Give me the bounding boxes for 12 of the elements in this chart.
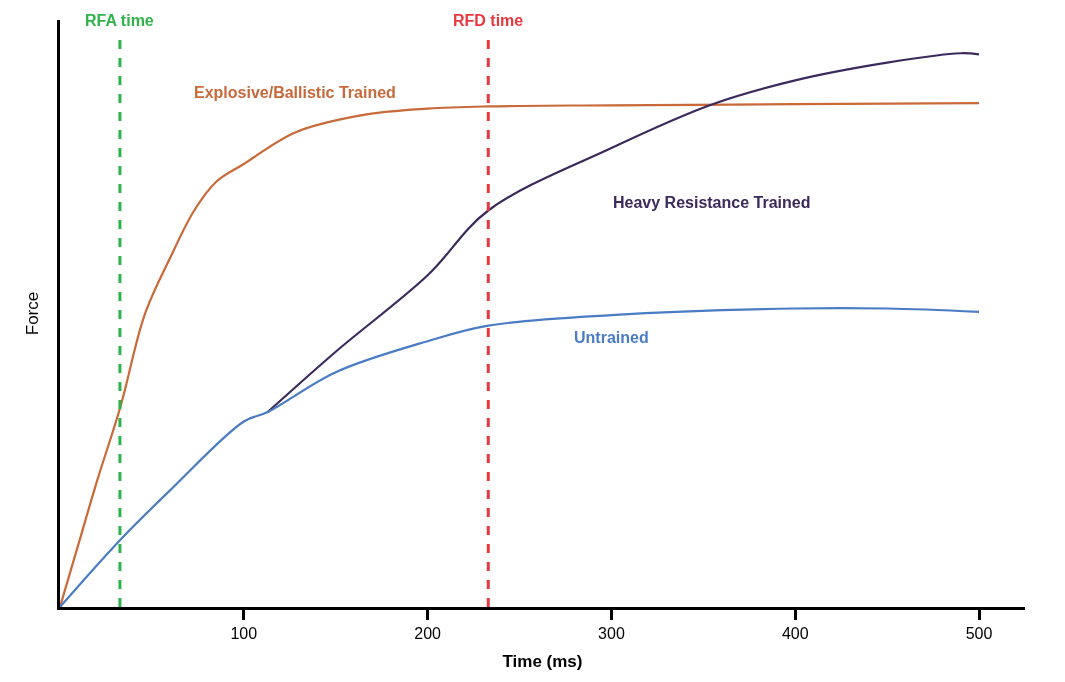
x-axis-title: Time (ms)	[502, 652, 583, 672]
x-tick-label: 200	[414, 624, 442, 642]
y-axis-title: Force	[22, 291, 42, 336]
x-tick-label: 100	[230, 624, 258, 642]
series-label: Untrained	[574, 329, 649, 346]
x-tick-label: 300	[598, 624, 625, 642]
text: Heavy Resistance Trained	[613, 194, 811, 211]
ref-line-label: RFA time	[85, 12, 154, 29]
ref-line-label: RFD time	[453, 12, 524, 29]
series-label: Explosive/Ballistic Trained	[194, 84, 396, 101]
x-tick-label: 400	[781, 624, 809, 642]
x-tick-label: 500	[965, 624, 993, 642]
